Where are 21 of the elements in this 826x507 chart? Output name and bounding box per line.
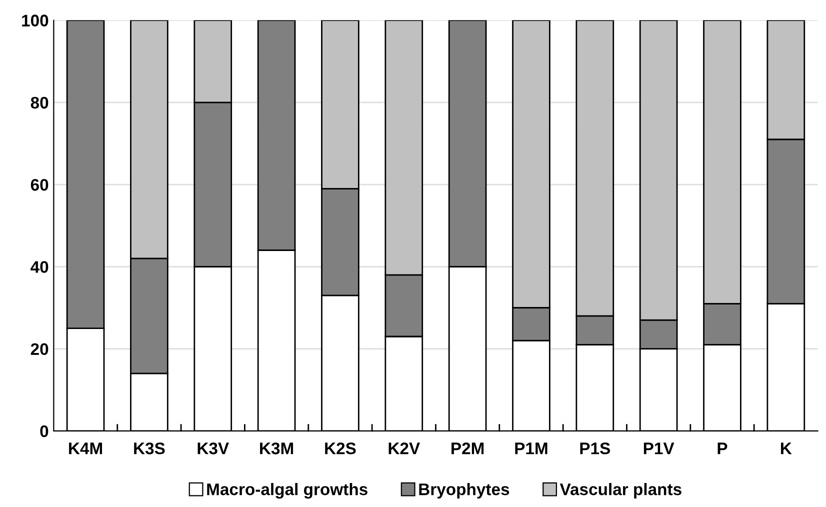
x-tick-label: P1V — [644, 442, 674, 454]
x-tick-label: P1M — [515, 442, 548, 454]
y-tick-label: 0 — [40, 425, 48, 438]
x-tick-label: K2S — [325, 442, 356, 454]
y-tick-label: 100 — [22, 14, 48, 26]
legend-label: Vascular plants — [560, 483, 682, 499]
x-tick-label: K — [781, 442, 792, 454]
x-tick-label: K3V — [198, 442, 229, 454]
legend-label: Bryophytes — [419, 483, 510, 499]
x-tick-label: K2V — [388, 442, 420, 454]
x-tick-label: K3M — [260, 442, 294, 454]
x-tick-label: P2M — [452, 442, 484, 454]
y-tick-label: 20 — [30, 343, 48, 356]
legend-label: Macro-algal growths — [207, 483, 368, 499]
y-tick-label: 80 — [30, 96, 48, 109]
x-tick-label: K4M — [69, 442, 102, 454]
x-tick-label: K3S — [134, 442, 165, 454]
y-tick-label: 40 — [30, 261, 48, 273]
y-tick-label: 60 — [30, 178, 48, 191]
x-tick-label: P — [718, 442, 728, 454]
x-tick-label: P1S — [580, 442, 610, 454]
